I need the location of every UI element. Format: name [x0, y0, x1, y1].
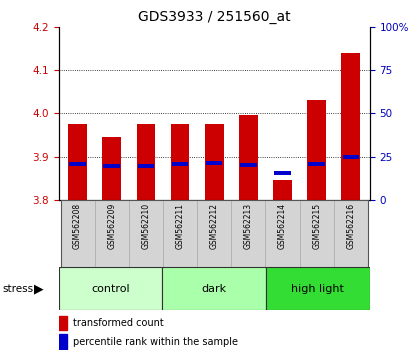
Bar: [239, 115, 258, 200]
Bar: [240, 163, 257, 167]
Bar: [343, 155, 359, 159]
Bar: [171, 124, 189, 200]
Text: GSM562215: GSM562215: [312, 203, 321, 249]
Bar: [197, 200, 231, 267]
Bar: [163, 200, 197, 267]
Bar: [231, 200, 265, 267]
Bar: [307, 100, 326, 200]
Bar: [129, 200, 163, 267]
Bar: [68, 124, 87, 200]
Bar: [138, 164, 154, 168]
Text: GSM562209: GSM562209: [107, 203, 116, 249]
Bar: [103, 164, 120, 168]
Text: dark: dark: [202, 284, 227, 293]
Bar: [205, 124, 223, 200]
Text: stress: stress: [2, 284, 33, 293]
Bar: [334, 200, 368, 267]
Text: GSM562213: GSM562213: [244, 203, 253, 249]
Bar: [163, 267, 266, 310]
Text: GSM562214: GSM562214: [278, 203, 287, 249]
Bar: [265, 200, 299, 267]
Text: GSM562210: GSM562210: [142, 203, 150, 249]
Bar: [273, 181, 292, 200]
Bar: [136, 124, 155, 200]
Bar: [266, 267, 370, 310]
Bar: [59, 267, 163, 310]
Bar: [274, 171, 291, 175]
Bar: [172, 162, 188, 166]
Text: GSM562208: GSM562208: [73, 203, 82, 249]
Bar: [299, 200, 334, 267]
Bar: [102, 137, 121, 200]
Text: GSM562212: GSM562212: [210, 203, 219, 249]
Text: ▶: ▶: [34, 282, 43, 295]
Bar: [206, 161, 223, 165]
Text: control: control: [91, 284, 130, 293]
Text: transformed count: transformed count: [73, 318, 163, 328]
Text: GSM562211: GSM562211: [176, 203, 184, 249]
Bar: [59, 335, 67, 349]
Text: percentile rank within the sample: percentile rank within the sample: [73, 337, 238, 347]
Text: high light: high light: [291, 284, 344, 293]
Bar: [341, 53, 360, 200]
Bar: [60, 200, 94, 267]
Bar: [69, 162, 86, 166]
Bar: [308, 162, 325, 166]
Title: GDS3933 / 251560_at: GDS3933 / 251560_at: [138, 10, 291, 24]
Bar: [94, 200, 129, 267]
Text: GSM562216: GSM562216: [346, 203, 355, 249]
Bar: [59, 316, 67, 330]
